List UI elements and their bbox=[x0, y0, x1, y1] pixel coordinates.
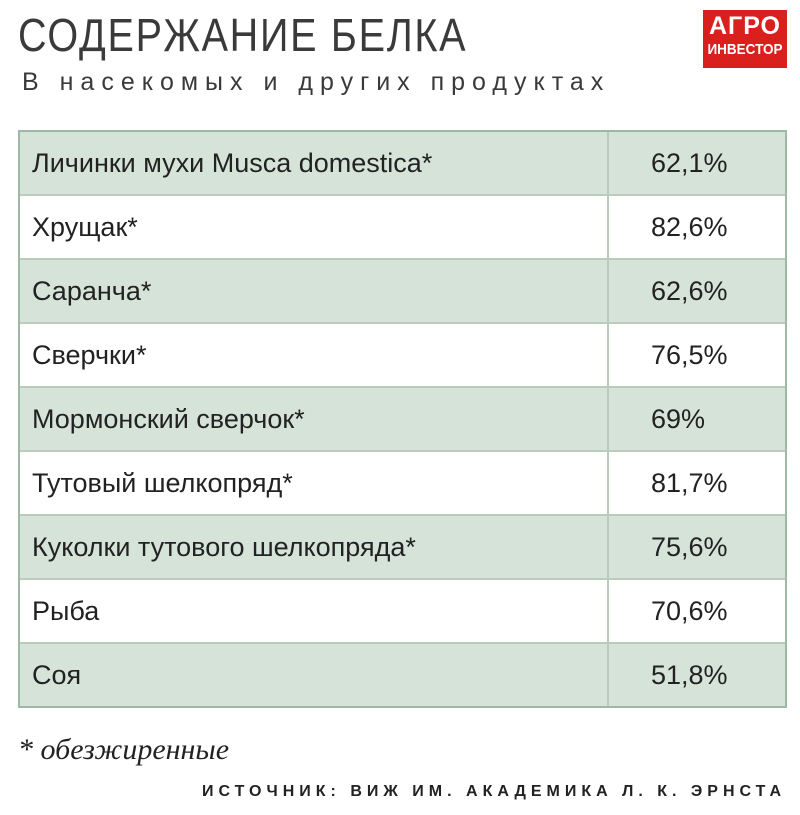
row-name: Мормонский сверчок* bbox=[20, 388, 609, 450]
logo-line-1: АГРО bbox=[708, 12, 782, 40]
logo-line-2: ИНВЕСТОР bbox=[707, 41, 783, 58]
table-row: Сверчки* 76,5% bbox=[20, 324, 785, 388]
page-subtitle: В насекомых и других продуктах bbox=[22, 68, 611, 96]
row-name: Хрущак* bbox=[20, 196, 609, 258]
row-value: 82,6% bbox=[651, 212, 728, 242]
table-row: Куколки тутового шелкопряда* 75,6% bbox=[20, 516, 785, 580]
row-name: Тутовый шелкопряд* bbox=[20, 452, 609, 514]
row-name: Сверчки* bbox=[20, 324, 609, 386]
row-value: 81,7% bbox=[651, 468, 728, 498]
row-name: Куколки тутового шелкопряда* bbox=[20, 516, 609, 578]
page-title: СОДЕРЖАНИЕ БЕЛКА bbox=[18, 9, 468, 61]
source-credit: ИСТОЧНИК: ВИЖ ИМ. АКАДЕМИКА Л. К. ЭРНСТА bbox=[202, 783, 786, 800]
agroinvestor-logo: АГРО ИНВЕСТОР bbox=[703, 10, 787, 68]
table-row: Тутовый шелкопряд* 81,7% bbox=[20, 452, 785, 516]
table-row: Хрущак* 82,6% bbox=[20, 196, 785, 260]
row-name: Саранча* bbox=[20, 260, 609, 322]
row-name: Рыба bbox=[20, 580, 609, 642]
row-name: Соя bbox=[20, 644, 609, 706]
footnote: * обезжиренные bbox=[18, 733, 230, 766]
row-value: 62,1% bbox=[651, 148, 728, 178]
row-value: 69% bbox=[651, 404, 706, 434]
table-row: Рыба 70,6% bbox=[20, 580, 785, 644]
row-value: 75,6% bbox=[651, 532, 728, 562]
table-row: Мормонский сверчок* 69% bbox=[20, 388, 785, 452]
row-value: 76,5% bbox=[651, 340, 728, 370]
row-value: 62,6% bbox=[651, 276, 728, 306]
table-row: Саранча* 62,6% bbox=[20, 260, 785, 324]
row-name: Личинки мухи Musca domestica* bbox=[20, 132, 609, 194]
table-row: Соя 51,8% bbox=[20, 644, 785, 706]
table-row: Личинки мухи Musca domestica* 62,1% bbox=[20, 132, 785, 196]
row-value: 51,8% bbox=[651, 660, 728, 690]
row-value: 70,6% bbox=[651, 596, 728, 626]
protein-table: Личинки мухи Musca domestica* 62,1% Хрущ… bbox=[18, 130, 787, 708]
